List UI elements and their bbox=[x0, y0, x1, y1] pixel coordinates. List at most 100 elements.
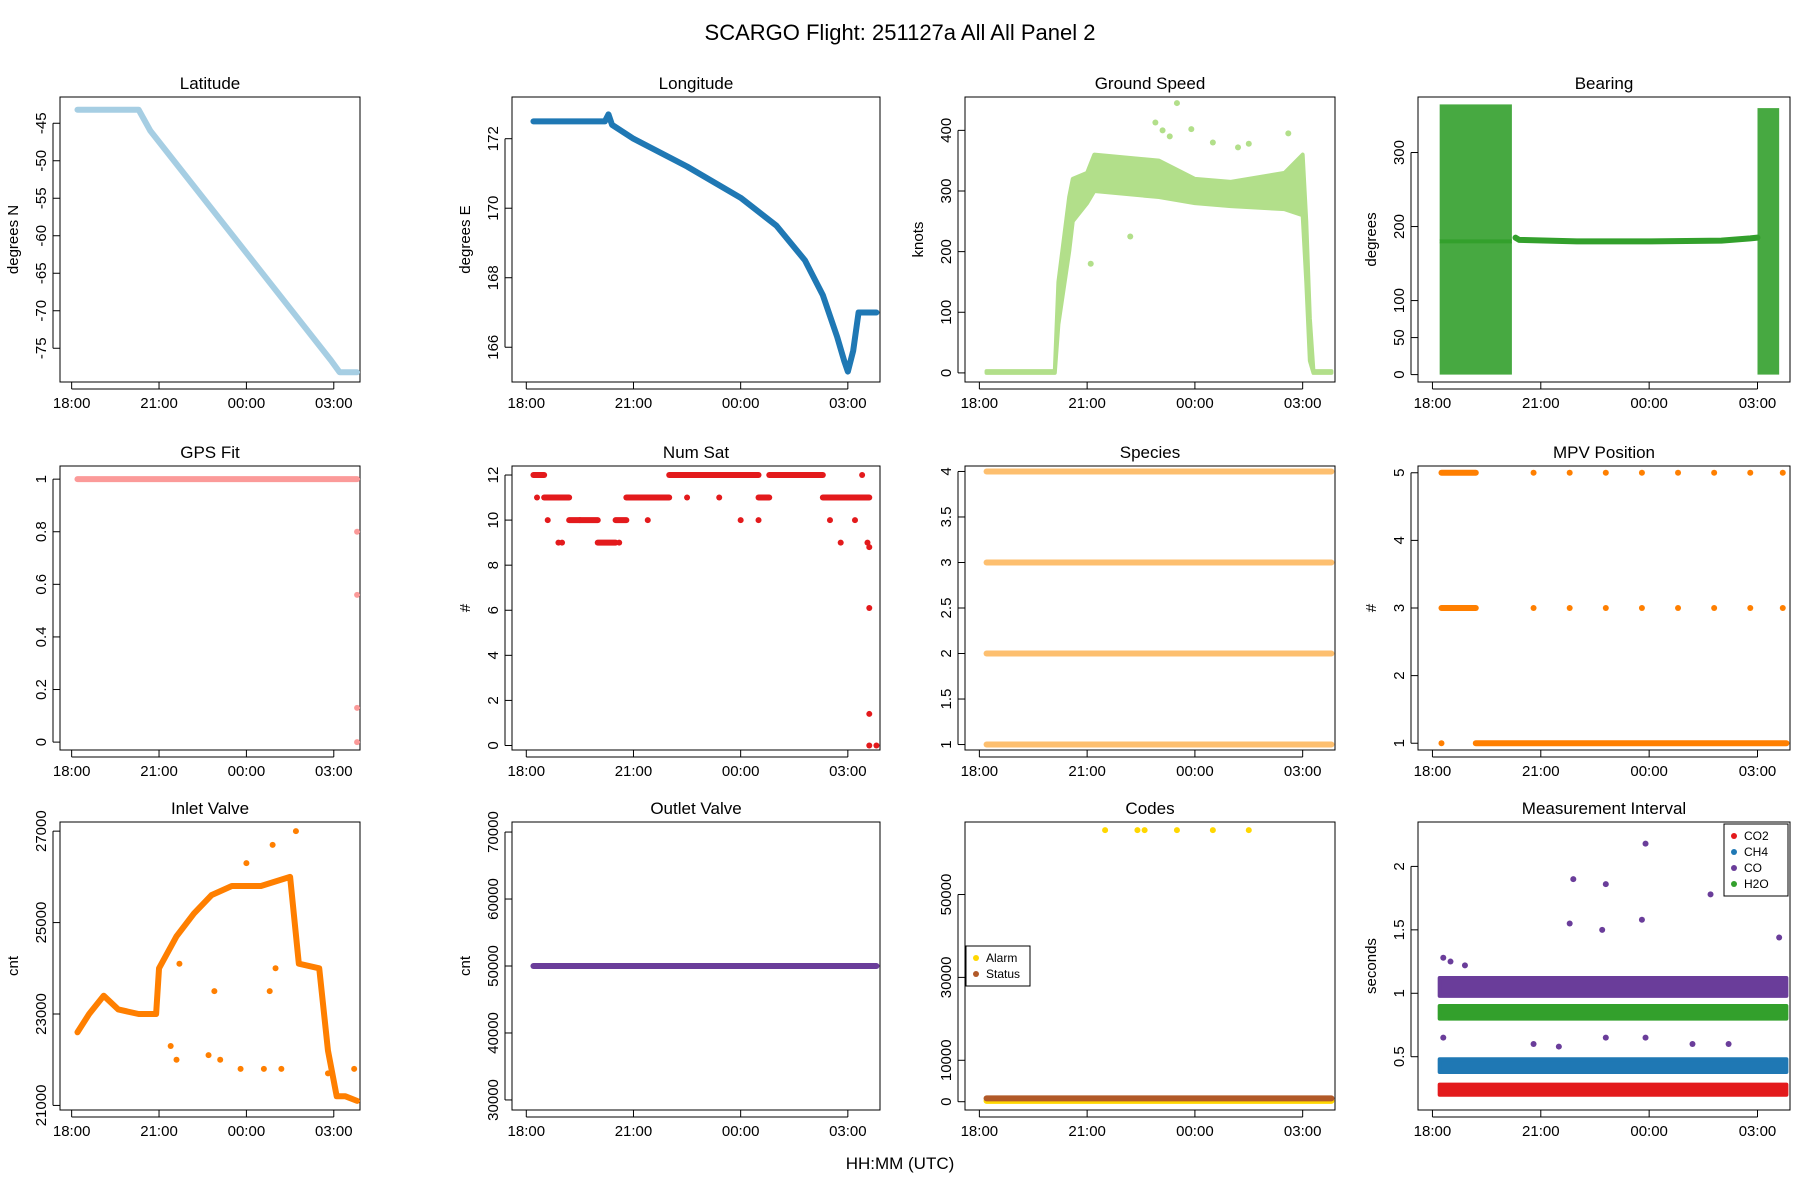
data-point bbox=[1166, 133, 1173, 140]
y-tick-label: 60000 bbox=[485, 878, 502, 920]
y-tick-label: -65 bbox=[33, 262, 50, 284]
plot-area bbox=[74, 828, 361, 1104]
plot-area bbox=[1437, 840, 1789, 1097]
x-tick-label: 03:00 bbox=[829, 1123, 867, 1140]
data-point bbox=[1530, 605, 1537, 611]
y-tick-label: 170 bbox=[485, 196, 502, 221]
data-point bbox=[1689, 1041, 1696, 1048]
data-point bbox=[324, 1070, 331, 1077]
x-tick-label: 18:00 bbox=[1414, 395, 1452, 412]
y-axis-label: degrees N bbox=[5, 205, 22, 274]
data-point bbox=[243, 860, 250, 867]
data-point bbox=[1725, 1041, 1732, 1048]
legend-marker bbox=[973, 955, 979, 961]
y-tick-label: -55 bbox=[33, 187, 50, 209]
y-tick-label: 0 bbox=[1391, 370, 1408, 378]
y-tick-label: 168 bbox=[485, 265, 502, 290]
y-tick-label: 10 bbox=[485, 512, 502, 529]
data-point bbox=[1440, 954, 1447, 961]
y-tick-label: 21000 bbox=[33, 1085, 50, 1127]
x-tick-label: 18:00 bbox=[53, 763, 91, 780]
plot-frame bbox=[1417, 821, 1791, 1111]
data-point bbox=[205, 1052, 212, 1059]
x-tick-label: 18:00 bbox=[1414, 763, 1452, 780]
legend-marker bbox=[1731, 833, 1737, 839]
x-tick-label: 18:00 bbox=[961, 763, 999, 780]
x-tick-label: 00:00 bbox=[228, 395, 266, 412]
y-axis-label: degrees E bbox=[457, 205, 474, 273]
y-tick-label: 70000 bbox=[485, 811, 502, 853]
y-tick-label: 6 bbox=[485, 606, 502, 614]
x-tick-label: 03:00 bbox=[1284, 763, 1322, 780]
series-Latitude bbox=[74, 106, 361, 376]
series-Inlet Valve bbox=[74, 873, 361, 1104]
plot-area bbox=[983, 468, 1335, 748]
panel-outlet_valve: Outlet Valve 18:00 21:00 00:00 03:00 30000 400… bbox=[457, 799, 881, 1140]
legend-marker bbox=[1731, 865, 1737, 871]
panel-bearing: Bearing 18:00 21:00 00:00 03:00 0 50 100 200 300 d… bbox=[1363, 74, 1791, 412]
data-point bbox=[1638, 605, 1645, 611]
data-point bbox=[176, 960, 183, 967]
x-tick-label: 21:00 bbox=[140, 1123, 178, 1140]
y-tick-label: 166 bbox=[485, 335, 502, 360]
panel-gps_fit: GPS Fit 18:00 21:00 00:00 03:00 0 0.2 0.4 0.6 0.8… bbox=[33, 443, 361, 780]
y-tick-label: 40000 bbox=[485, 1012, 502, 1054]
legend-marker bbox=[973, 971, 979, 977]
y-tick-label: 27000 bbox=[33, 810, 50, 852]
legend-label: Status bbox=[986, 967, 1020, 981]
y-tick-label: 2 bbox=[1391, 862, 1408, 870]
data-point bbox=[866, 710, 873, 717]
x-tick-label: 18:00 bbox=[1414, 1123, 1452, 1140]
x-tick-label: 21:00 bbox=[1068, 1123, 1106, 1140]
data-point bbox=[173, 1056, 180, 1063]
data-point bbox=[1642, 1034, 1649, 1041]
y-tick-label: 0.8 bbox=[33, 521, 50, 542]
data-point bbox=[1599, 926, 1606, 933]
data-point bbox=[1285, 130, 1292, 137]
data-point bbox=[859, 472, 866, 479]
plot-frame bbox=[964, 465, 1336, 751]
data-point bbox=[1438, 740, 1445, 747]
data-point bbox=[1530, 469, 1537, 476]
panel-title: Num Sat bbox=[663, 443, 729, 462]
y-tick-label: 4 bbox=[1391, 536, 1408, 544]
x-tick-label: 00:00 bbox=[1176, 1123, 1214, 1140]
x-tick-label: 00:00 bbox=[228, 1123, 266, 1140]
data-point bbox=[1245, 140, 1252, 147]
legend: Alarm Status bbox=[965, 945, 1031, 987]
data-point bbox=[544, 517, 551, 524]
x-tick-label: 00:00 bbox=[228, 763, 266, 780]
y-tick-label: 5 bbox=[1391, 469, 1408, 477]
panel-title: Measurement Interval bbox=[1522, 799, 1686, 818]
x-tick-label: 21:00 bbox=[615, 1123, 653, 1140]
x-tick-label: 21:00 bbox=[615, 763, 653, 780]
data-point bbox=[1570, 876, 1577, 883]
y-tick-label: 100 bbox=[938, 300, 955, 325]
data-point bbox=[616, 539, 623, 546]
data-point bbox=[1747, 605, 1754, 611]
data-point bbox=[851, 517, 858, 524]
y-tick-label: 400 bbox=[938, 118, 955, 143]
y-tick-label: 2 bbox=[1391, 671, 1408, 679]
x-tick-label: 03:00 bbox=[1739, 1123, 1777, 1140]
y-tick-label: -60 bbox=[33, 225, 50, 247]
y-axis-label: cnt bbox=[5, 955, 22, 976]
plot-area bbox=[74, 106, 361, 376]
data-point bbox=[534, 494, 541, 501]
data-point bbox=[1638, 916, 1645, 923]
y-tick-label: -45 bbox=[33, 112, 50, 134]
data-point bbox=[1087, 260, 1094, 267]
data-point bbox=[167, 1043, 174, 1049]
y-tick-label: 3 bbox=[1391, 604, 1408, 612]
x-tick-label: 00:00 bbox=[1630, 395, 1668, 412]
data-point bbox=[1747, 469, 1754, 476]
y-tick-label: 1 bbox=[938, 740, 955, 748]
data-point bbox=[866, 742, 873, 749]
x-tick-label: 18:00 bbox=[53, 1123, 91, 1140]
y-axis-label: seconds bbox=[1363, 938, 1380, 994]
data-point bbox=[684, 494, 691, 501]
x-tick-label: 21:00 bbox=[1068, 395, 1106, 412]
x-tick-label: 00:00 bbox=[1176, 395, 1214, 412]
y-tick-label: 0.4 bbox=[33, 626, 50, 647]
